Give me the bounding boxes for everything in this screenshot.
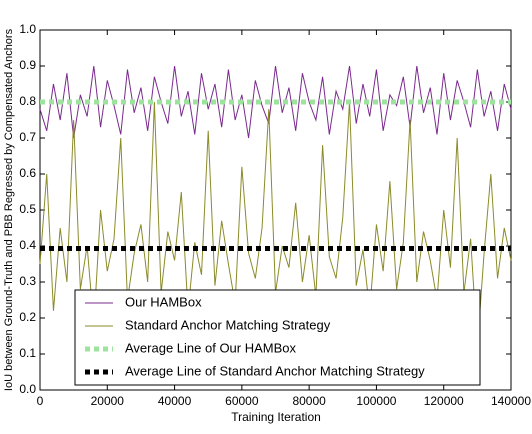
y-tick-label: 0.5 xyxy=(19,202,36,216)
legend-label: Average Line of Our HAMBox xyxy=(125,340,297,355)
legend-label: Average Line of Standard Anchor Matching… xyxy=(125,363,425,378)
y-tick-label: 0.0 xyxy=(19,382,36,396)
x-tick-label: 0 xyxy=(37,394,44,408)
y-axis-label: IoU between Ground-Truth and PBB Regress… xyxy=(3,28,15,391)
x-tick-label: 40000 xyxy=(158,394,192,408)
x-tick-label: 60000 xyxy=(225,394,259,408)
x-tick-label: 140000 xyxy=(491,394,531,408)
y-tick-label: 0.7 xyxy=(19,130,36,144)
x-axis-label: Training Iteration xyxy=(231,410,321,424)
y-tick-label: 0.1 xyxy=(19,346,36,360)
y-tick-label: 0.4 xyxy=(19,238,36,252)
y-tick-label: 0.3 xyxy=(19,274,36,288)
x-tick-label: 100000 xyxy=(356,394,396,408)
y-tick-label: 0.2 xyxy=(19,310,36,324)
x-tick-label: 80000 xyxy=(292,394,326,408)
y-tick-label: 0.6 xyxy=(19,166,36,180)
legend-box xyxy=(74,289,481,386)
y-tick-label: 0.9 xyxy=(19,58,36,72)
legend-label: Standard Anchor Matching Strategy xyxy=(125,317,331,332)
x-tick-label: 20000 xyxy=(91,394,125,408)
legend-label: Our HAMBox xyxy=(125,294,202,309)
y-tick-label: 0.8 xyxy=(19,94,36,108)
x-tick-label: 120000 xyxy=(424,394,464,408)
y-tick-label: 1.0 xyxy=(19,22,36,36)
series-line xyxy=(39,65,512,139)
